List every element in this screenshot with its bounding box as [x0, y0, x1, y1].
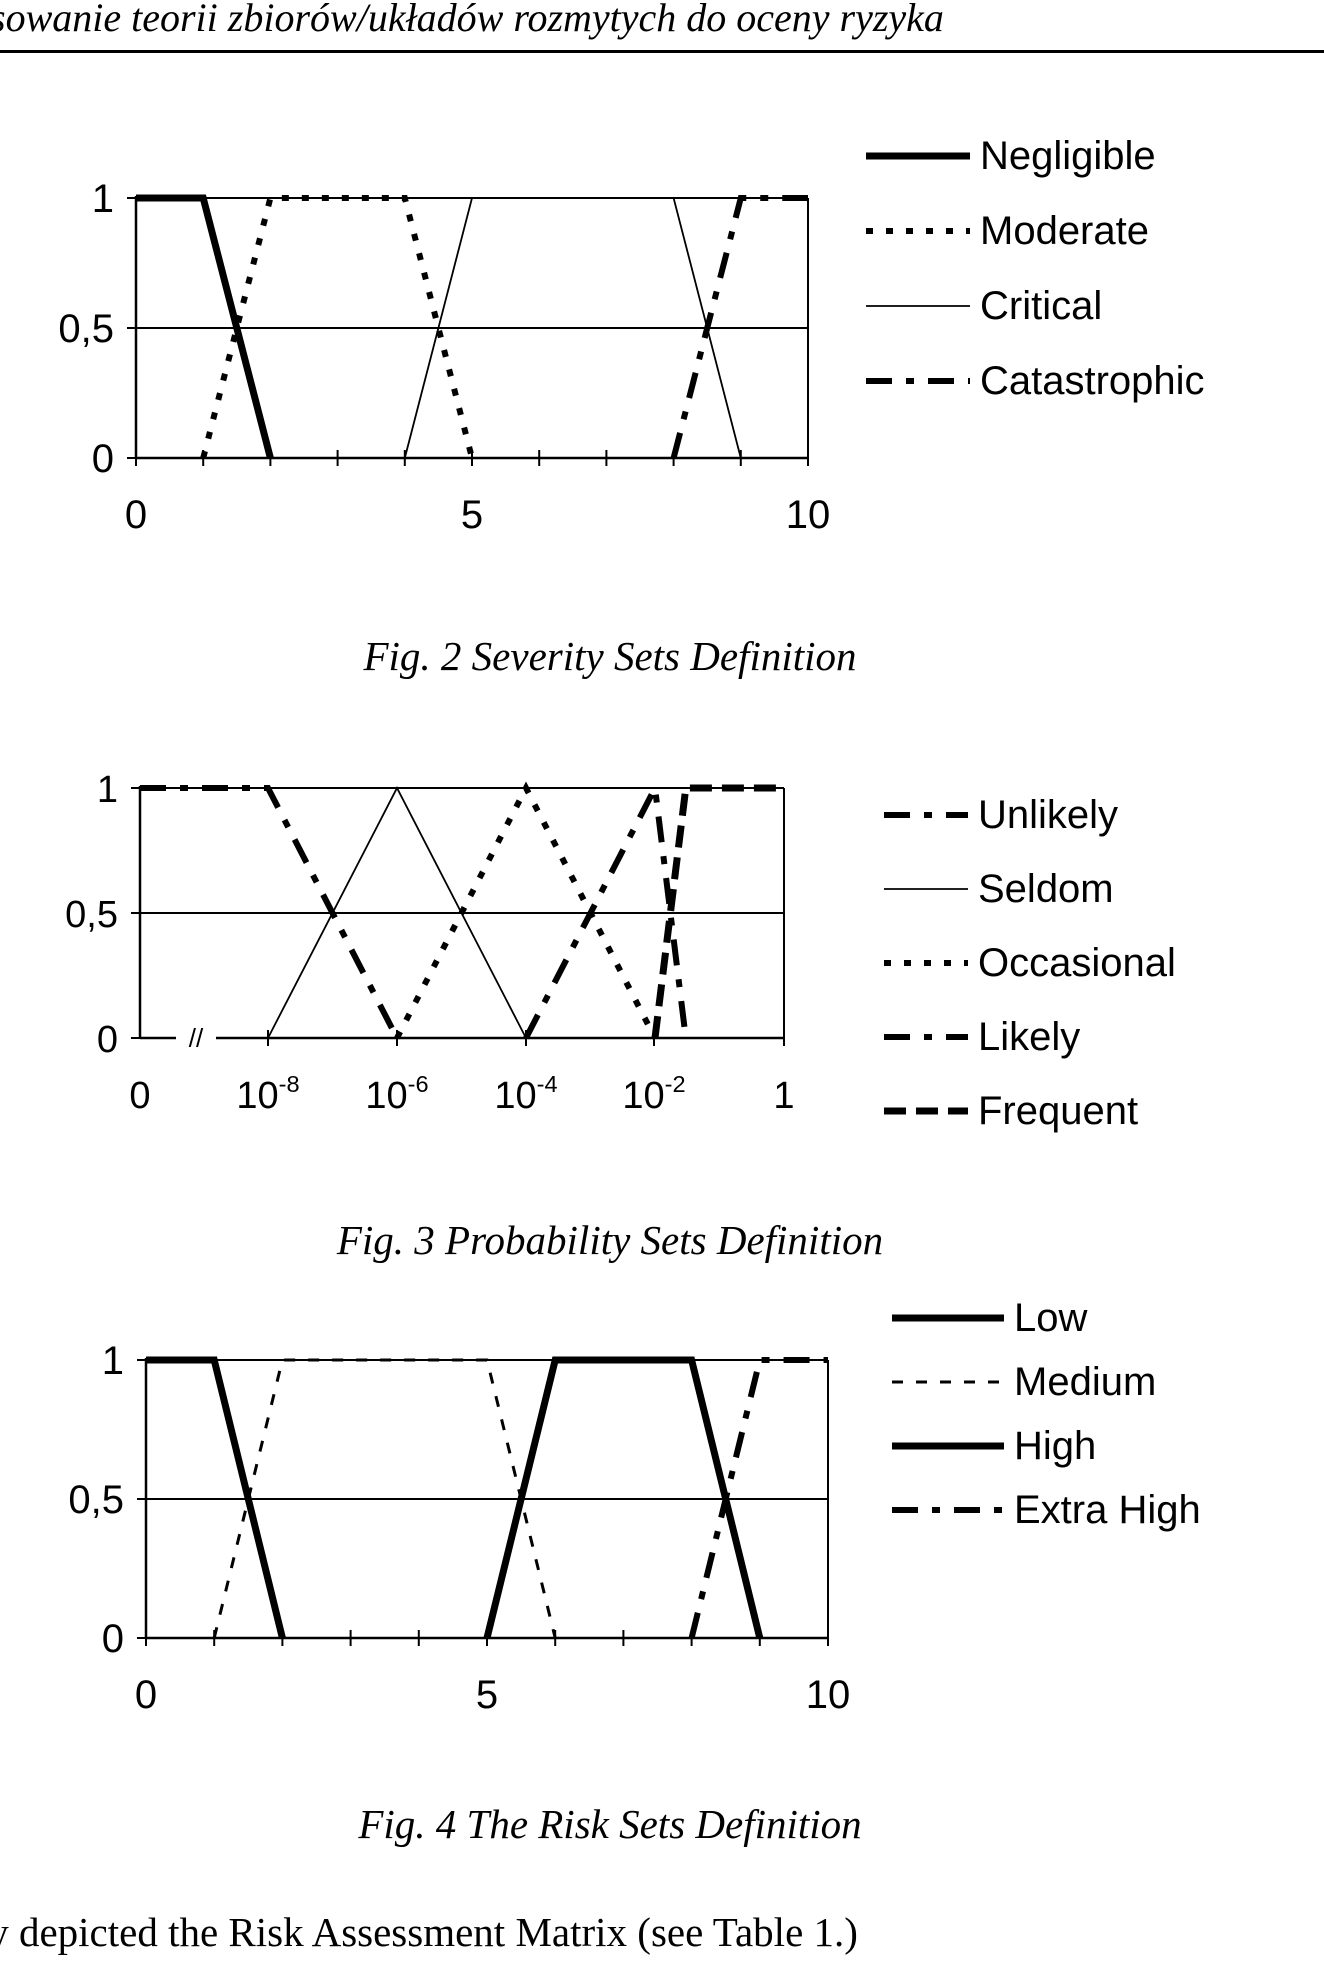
y-tick-label: 1 [102, 1339, 124, 1383]
legend-entry-critical: Critical [866, 284, 1102, 328]
x-tick-label: 10-4 [494, 1071, 557, 1117]
legend-label: Extra High [1014, 1488, 1201, 1532]
x-tick-label: 5 [476, 1673, 498, 1717]
legend-label: Frequent [978, 1089, 1138, 1133]
legend-label: Occasional [978, 941, 1176, 985]
legend-entry-negligible: Negligible [866, 134, 1156, 178]
risk-chart: 0 0,5 1 0 5 10 Low Medium High Extra High [0, 1290, 1324, 1750]
x-tick-label: 10-6 [365, 1071, 428, 1117]
y-tick-label: 0 [102, 1617, 124, 1661]
legend-entry-extra-high: Extra High [892, 1488, 1201, 1532]
series-frequent [651, 784, 784, 1039]
running-header: sowanie teorii zbiorów/układów rozmytych… [0, 0, 944, 40]
legend-label: Seldom [978, 867, 1114, 911]
header-rule [0, 50, 1324, 53]
x-tick-label: 1 [773, 1075, 794, 1117]
legend-label: Medium [1014, 1360, 1156, 1404]
severity-chart-svg: 00,510 5 10NegligibleModerateCriticalCatas… [58, 134, 1205, 537]
y-tick-label: 0,5 [68, 1478, 124, 1522]
axis-break-mark: // [189, 1023, 204, 1053]
series-negligible [136, 194, 274, 459]
probability-chart: // 0 0,5 1 0 10-8 10-6 10-4 10-2 1 Unlikely Seldom O… [0, 755, 1324, 1165]
legend-entry-frequent: Frequent [884, 1089, 1138, 1133]
x-tick-label: 10 [786, 493, 831, 537]
legend-entry-high: High [892, 1424, 1096, 1468]
body-paragraph: ey depicted the Risk Assessment Matrix (… [0, 1909, 858, 1955]
legend-entry-unlikely: Unlikely [884, 793, 1118, 837]
x-tick-label: 0 [129, 1075, 150, 1117]
x-tick-label: 0 [135, 1673, 157, 1717]
x-tick-label: 10 [806, 1673, 851, 1717]
legend-entry-likely: Likely [884, 1015, 1080, 1059]
y-tick-label: 0 [92, 437, 114, 481]
legend-label: Low [1014, 1296, 1087, 1340]
x-tick-label: 5 [461, 493, 483, 537]
legend-label: Negligible [980, 134, 1156, 178]
legend-entry-moderate: Moderate [866, 209, 1149, 253]
legend-label: Likely [978, 1015, 1080, 1059]
series-likely [523, 777, 689, 1040]
x-tick-label: 10-2 [622, 1071, 685, 1117]
legend-entry-seldom: Seldom [884, 867, 1114, 911]
legend-entry-catastrophic: Catastrophic [866, 359, 1205, 403]
y-tick-label: 1 [97, 769, 118, 811]
legend-entry-medium: Medium [892, 1360, 1156, 1404]
y-tick-label: 0,5 [65, 894, 118, 936]
legend-label: Moderate [980, 209, 1149, 253]
probability-chart-svg: // 0 0,5 1 0 10-8 10-6 10-4 10-2 1 Unlikely Seldom O… [65, 769, 1176, 1133]
series-seldom [267, 786, 527, 1039]
series-extra-high [688, 1357, 828, 1639]
legend-label: Unlikely [978, 793, 1118, 837]
series-low [146, 1356, 286, 1639]
x-tick-label: 10-8 [236, 1071, 299, 1117]
series-catastrophic [670, 195, 808, 459]
legend-label: Catastrophic [980, 359, 1205, 403]
series-occasional [394, 781, 658, 1040]
y-tick-label: 0,5 [58, 307, 114, 351]
legend-entry-occasional: Occasional [884, 941, 1176, 985]
severity-figure-caption: Fig. 2 Severity Sets Definition [363, 633, 857, 679]
y-tick-label: 0 [97, 1019, 118, 1061]
y-tick-label: 1 [92, 177, 114, 221]
probability-figure-caption: Fig. 3 Probability Sets Definition [336, 1217, 884, 1263]
legend-label: High [1014, 1424, 1096, 1468]
series-unlikely [140, 785, 400, 1040]
x-tick-label: 0 [125, 493, 147, 537]
severity-chart: 0 0,5 1 0 5 10 Negligible Moderate Critical Catas… [0, 100, 1324, 570]
risk-figure-caption: Fig. 4 The Risk Sets Definition [358, 1801, 862, 1847]
legend-label: Critical [980, 284, 1102, 328]
legend-entry-low: Low [892, 1296, 1087, 1340]
